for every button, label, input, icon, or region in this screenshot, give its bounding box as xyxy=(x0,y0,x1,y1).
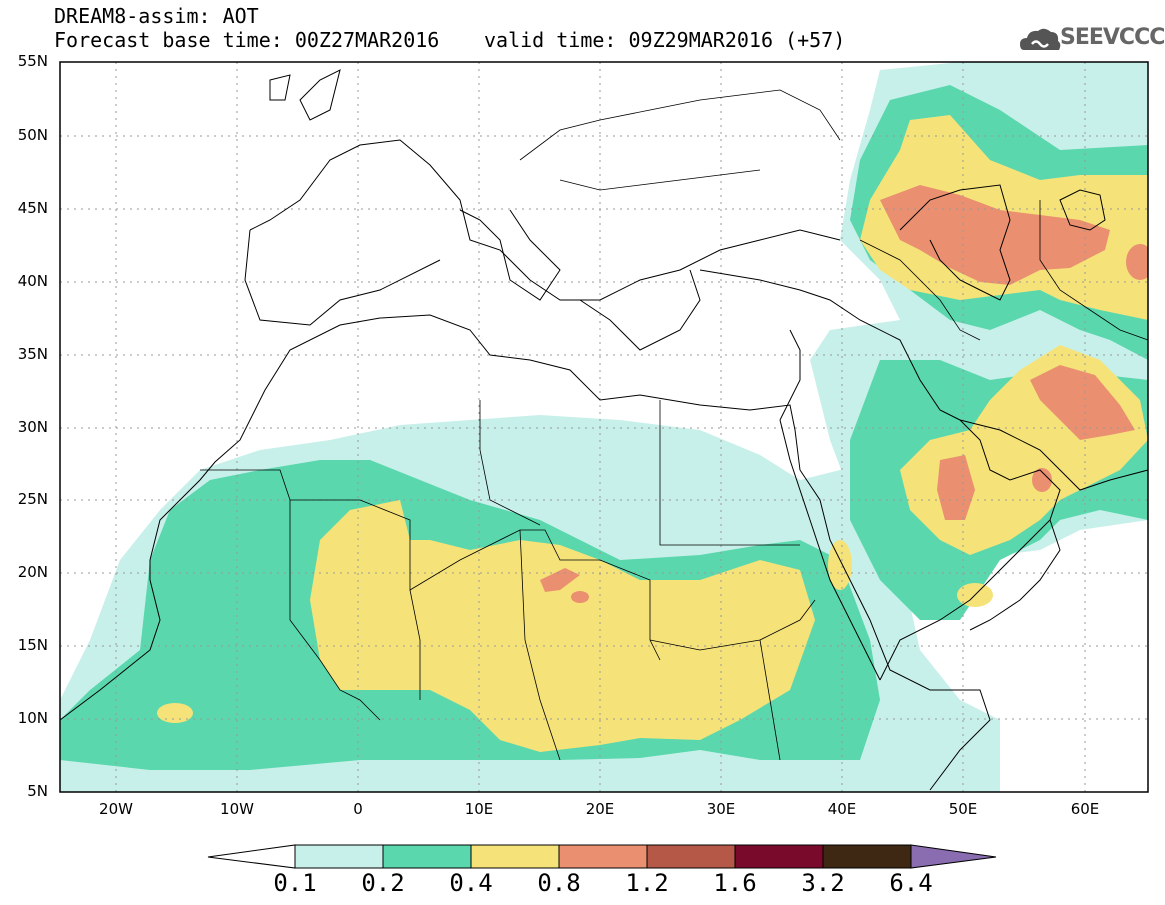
forecast-base-time: Forecast base time: 00Z27MAR2016 xyxy=(54,28,440,52)
lat-label-45n: 45N xyxy=(17,199,48,217)
aot-contour-0.8-caspian xyxy=(880,185,1110,285)
colorbar-label: 0.4 xyxy=(449,869,493,897)
colorbar-bin-1 xyxy=(294,844,384,869)
colorbar-bin-6 xyxy=(734,844,824,869)
colorbar-label: 0.8 xyxy=(537,869,581,897)
logo-text: SEEVCCC xyxy=(1060,25,1165,50)
lat-label-35n: 35N xyxy=(17,345,48,363)
colorbar xyxy=(207,844,997,869)
colorbar-label: 0.1 xyxy=(273,869,317,897)
colorbar-arrow-high xyxy=(910,844,997,869)
coastlines xyxy=(60,69,1148,791)
aot-contour-0.8-sahara2 xyxy=(571,591,589,603)
colorbar-bin-2 xyxy=(382,844,472,869)
aot-field xyxy=(60,62,1148,792)
lat-label-55n: 55N xyxy=(17,52,48,70)
country-borders xyxy=(200,89,1148,761)
colorbar-bin-5 xyxy=(646,844,736,869)
aot-contour-0.4-redsea xyxy=(828,540,852,590)
colorbar-bin-3 xyxy=(470,844,560,869)
lon-label-30e: 30E xyxy=(706,800,736,818)
lon-label-20w: 20W xyxy=(99,800,133,818)
chart-title: DREAM8-assim: AOT xyxy=(54,4,259,28)
colorbar-label: 6.4 xyxy=(889,869,933,897)
aot-contour-0.4-africa xyxy=(310,500,815,752)
plot-frame xyxy=(59,61,1149,793)
aot-contour-0.4-westcoast xyxy=(157,703,193,723)
lon-label-20e: 20E xyxy=(585,800,615,818)
aot-contour-0.8-iran xyxy=(1030,365,1135,440)
colorbar-label: 1.2 xyxy=(625,869,669,897)
lat-label-15n: 15N xyxy=(17,636,48,654)
lon-label-40e: 40E xyxy=(827,800,857,818)
grid-lines xyxy=(60,62,1148,792)
cloud-logo-icon xyxy=(1020,28,1061,50)
lat-label-20n: 20N xyxy=(17,563,48,581)
lon-label-0: 0 xyxy=(353,800,363,818)
lon-label-60e: 60E xyxy=(1070,800,1100,818)
colorbar-bin-7 xyxy=(822,844,912,869)
lon-label-10w: 10W xyxy=(220,800,254,818)
lat-label-30n: 30N xyxy=(17,418,48,436)
lat-label-25n: 25N xyxy=(17,490,48,508)
colorbar-label: 3.2 xyxy=(801,869,845,897)
lon-label-10e: 10E xyxy=(464,800,494,818)
lat-label-5n: 5N xyxy=(27,782,48,800)
lat-label-40n: 40N xyxy=(17,272,48,290)
aot-contour-0.8-sahara xyxy=(540,568,580,592)
colorbar-label: 1.6 xyxy=(713,869,757,897)
lon-label-50e: 50E xyxy=(948,800,978,818)
aot-contour-0.8-arabia xyxy=(937,455,975,520)
lat-label-50n: 50N xyxy=(17,126,48,144)
colorbar-arrow-low xyxy=(207,844,296,869)
aot-contour-0.8-gulf xyxy=(1032,468,1052,492)
valid-time: valid time: 09Z29MAR2016 (+57) xyxy=(484,28,846,52)
aot-contour-0.8-east xyxy=(1126,244,1148,280)
colorbar-bin-4 xyxy=(558,844,648,869)
colorbar-label: 0.2 xyxy=(361,869,405,897)
lat-label-10n: 10N xyxy=(17,709,48,727)
